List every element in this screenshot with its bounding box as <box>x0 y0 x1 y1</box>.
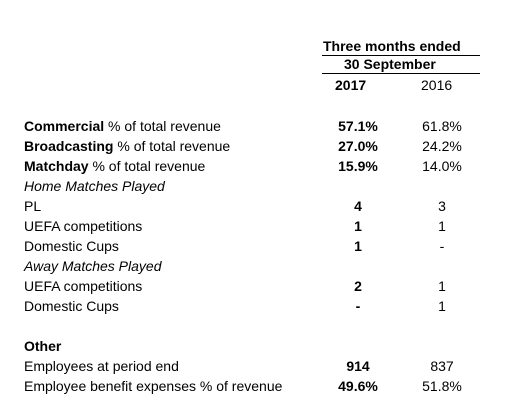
column-header-2017: 2017 <box>335 77 367 93</box>
table-row-away-domestic: Domestic Cups - 1 <box>0 298 506 318</box>
section-other-title: Other <box>24 338 62 354</box>
value-2017: 15.9% <box>338 158 378 174</box>
section-label: Away Matches Played <box>24 258 162 274</box>
row-label: Matchday % of total revenue <box>24 158 206 174</box>
value-2017: 2 <box>354 278 362 294</box>
header-rule <box>322 55 480 56</box>
header-period-date: 30 September <box>344 56 436 72</box>
table-row-matchday: Matchday % of total revenue 15.9% 14.0% <box>0 158 506 178</box>
row-label: Broadcasting % of total revenue <box>24 138 231 154</box>
row-label: UEFA competitions <box>24 278 143 294</box>
section-home-matches: Home Matches Played <box>0 178 506 198</box>
table-row-commercial: Commercial % of total revenue 57.1% 61.8… <box>0 118 506 138</box>
value-2017: 1 <box>354 218 362 234</box>
row-label: Domestic Cups <box>24 298 119 314</box>
row-label: Commercial % of total revenue <box>24 118 221 134</box>
value-2017: - <box>355 298 361 314</box>
value-2016: 14.0% <box>422 158 462 174</box>
table-row-employees: Employees at period end 914 837 <box>0 358 506 378</box>
row-label: Employees at period end <box>24 358 179 374</box>
value-2016: 1 <box>438 278 446 294</box>
value-2017: 1 <box>354 238 362 254</box>
section-label: Home Matches Played <box>24 178 165 194</box>
value-2016: - <box>439 238 445 254</box>
value-2016: 837 <box>430 358 454 374</box>
table-row-benefit-expenses: Employee benefit expenses % of revenue 4… <box>0 378 506 398</box>
value-2016: 1 <box>438 218 446 234</box>
column-header-2016: 2016 <box>421 77 453 93</box>
section-away-matches: Away Matches Played <box>0 258 506 278</box>
table-row-away-uefa: UEFA competitions 2 1 <box>0 278 506 298</box>
row-label: UEFA competitions <box>24 218 143 234</box>
table-row-home-domestic: Domestic Cups 1 - <box>0 238 506 258</box>
value-2016: 24.2% <box>422 138 462 154</box>
value-2016: 3 <box>438 198 446 214</box>
header-period-title: Three months ended <box>323 38 461 54</box>
row-label: Employee benefit expenses % of revenue <box>24 378 283 394</box>
value-2016: 1 <box>438 298 446 314</box>
table-row-pl: PL 4 3 <box>0 198 506 218</box>
row-label: Domestic Cups <box>24 238 119 254</box>
table-row-home-uefa: UEFA competitions 1 1 <box>0 218 506 238</box>
value-2016: 51.8% <box>422 378 462 394</box>
value-2017: 49.6% <box>338 378 378 394</box>
value-2017: 27.0% <box>338 138 378 154</box>
row-label: PL <box>24 198 42 214</box>
value-2017: 914 <box>346 358 370 374</box>
value-2016: 61.8% <box>422 118 462 134</box>
value-2017: 57.1% <box>338 118 378 134</box>
header-rule <box>322 73 480 74</box>
value-2017: 4 <box>354 198 362 214</box>
table-row-broadcasting: Broadcasting % of total revenue 27.0% 24… <box>0 138 506 158</box>
